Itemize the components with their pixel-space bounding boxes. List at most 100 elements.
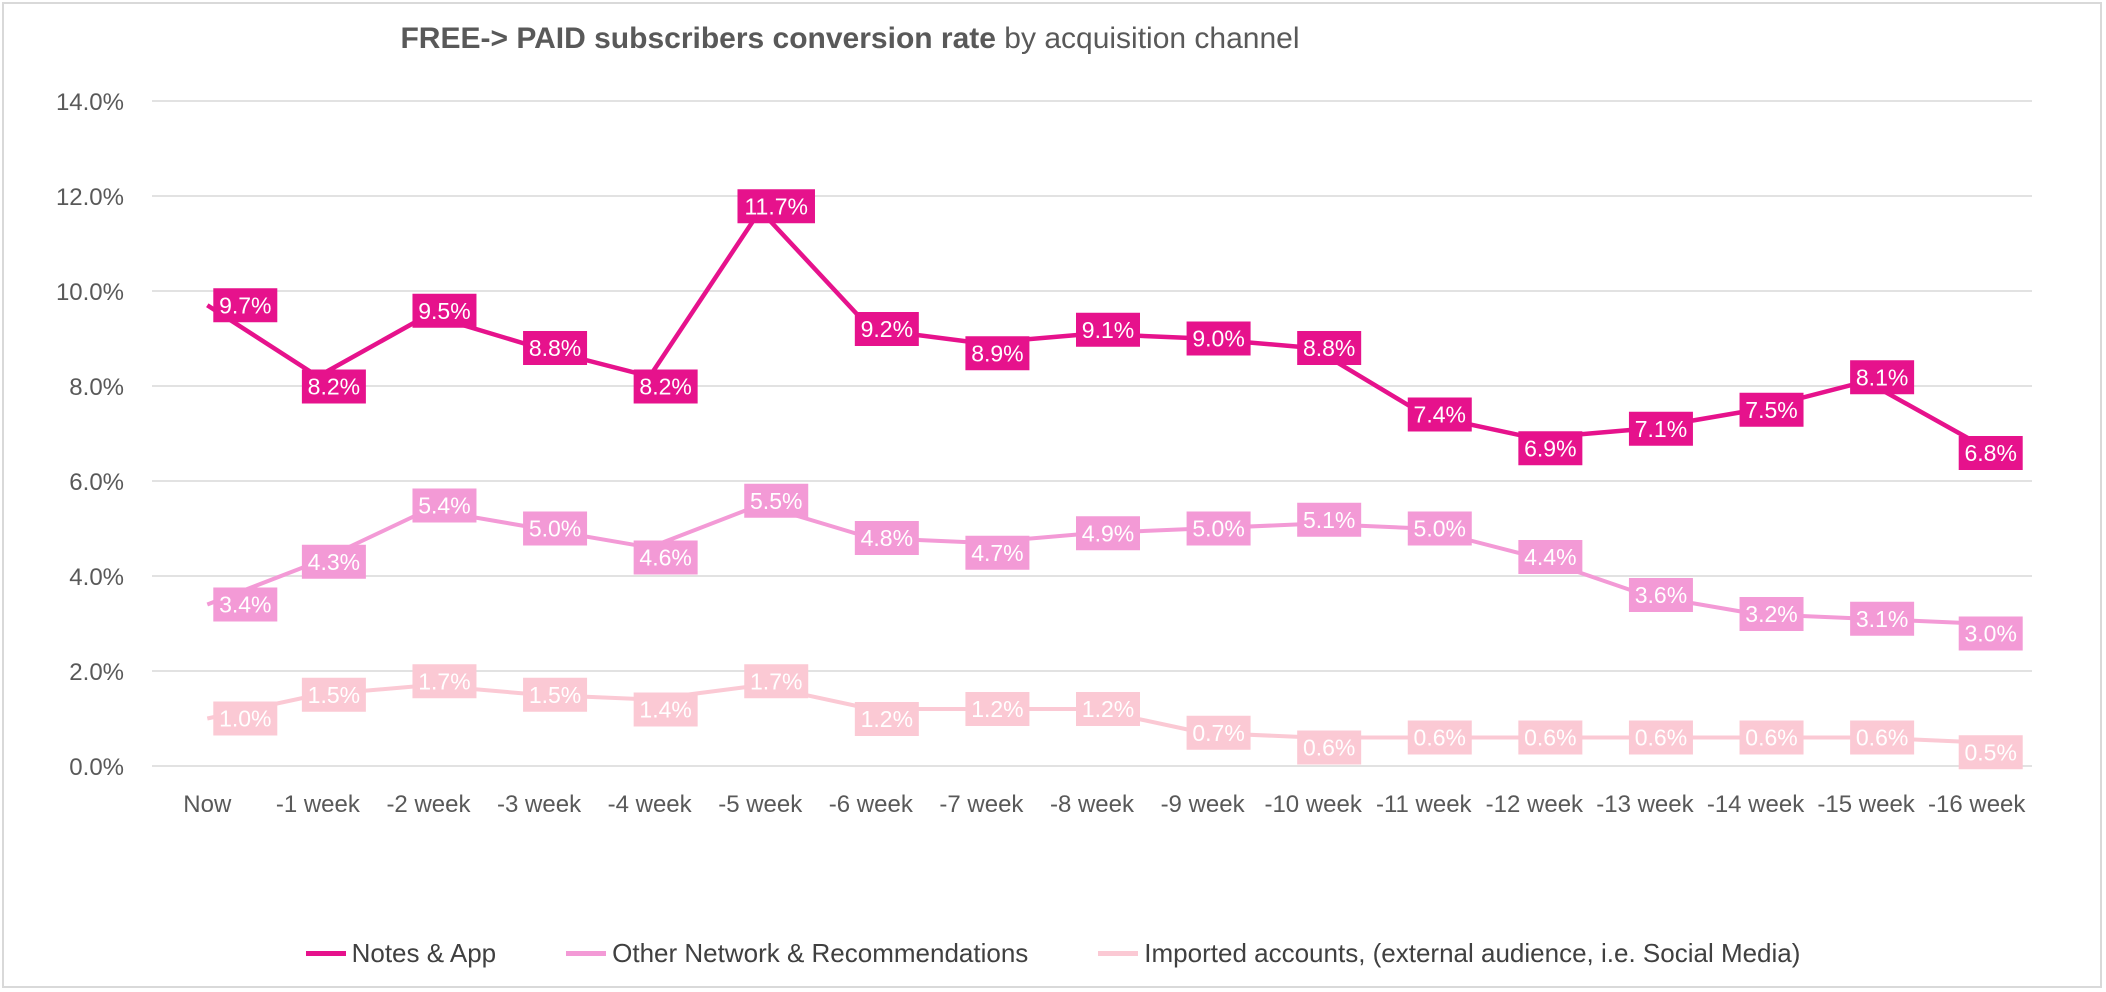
data-label-text: 8.2%: [308, 374, 360, 400]
data-label-notes-app: 7.5%: [1739, 392, 1804, 427]
data-label-box: [854, 521, 919, 555]
y-tick-label: 10.0%: [56, 279, 124, 306]
data-label-imported-accounts: 1.2%: [965, 692, 1030, 726]
data-label-imported-accounts: 1.7%: [744, 664, 809, 699]
x-tick-label: -9 week: [1161, 791, 1246, 818]
x-axis: Now -1 week -2 week -3 week -4 week -5 week -6…: [183, 791, 2026, 818]
data-label-other-network: 4.6%: [633, 540, 698, 575]
data-label-text: 1.2%: [861, 706, 913, 732]
data-label-box: [1076, 516, 1140, 551]
data-label-box: [1297, 502, 1362, 537]
data-label-text: 1.7%: [418, 668, 470, 694]
data-label-text: 9.2%: [861, 316, 913, 342]
data-label-box: [301, 544, 366, 579]
data-label-box: [1958, 436, 2023, 470]
data-label-box: [1297, 730, 1362, 765]
data-label-box: [1297, 331, 1362, 365]
data-label-imported-accounts: 0.6%: [1850, 720, 1915, 755]
data-label-text: 6.9%: [1524, 435, 1576, 461]
y-tick-label: 12.0%: [56, 184, 124, 211]
data-label-text: 3.2%: [1745, 601, 1797, 627]
chart-title: FREE-> PAID subscribers conversion rate …: [0, 22, 1700, 56]
data-label-other-network: 4.8%: [854, 521, 919, 555]
data-label-imported-accounts: 1.7%: [412, 664, 477, 699]
data-label-text: 0.7%: [1192, 720, 1244, 746]
data-label-box: [1407, 397, 1472, 432]
data-label-box: [412, 664, 477, 699]
data-label-text: 5.1%: [1303, 507, 1355, 533]
data-label-box: [1186, 715, 1251, 750]
data-label-box: [633, 369, 698, 404]
data-label-text: 3.0%: [1964, 621, 2016, 647]
data-label-notes-app: 6.8%: [1958, 436, 2023, 470]
data-label-notes-app: 9.2%: [854, 312, 919, 346]
data-label-box: [737, 189, 815, 224]
data-label-box: [965, 336, 1030, 371]
data-label-notes-app: 6.9%: [1518, 431, 1583, 466]
data-label-notes-app: 8.2%: [633, 369, 698, 404]
data-label-box: [1739, 392, 1804, 427]
data-label-other-network: 5.5%: [744, 483, 809, 518]
data-label-box: [633, 692, 698, 727]
data-label-text: 7.1%: [1635, 416, 1687, 442]
data-label-other-network: 3.2%: [1739, 597, 1804, 631]
data-label-text: 8.8%: [529, 335, 581, 361]
legend-swatch-imported-accounts: [1098, 951, 1139, 956]
data-label-imported-accounts: 0.5%: [1958, 735, 2023, 770]
data-label-text: 1.2%: [971, 696, 1023, 722]
y-tick-label: 6.0%: [69, 469, 124, 496]
data-label-text: 0.6%: [1635, 725, 1687, 751]
data-label-text: 1.0%: [219, 706, 271, 732]
data-label-imported-accounts: 1.5%: [301, 677, 366, 712]
data-label-box: [744, 483, 809, 518]
legend-swatch-other-network: [566, 951, 607, 956]
data-label-box: [1958, 616, 2023, 651]
series-lines: [206, 208, 1978, 745]
data-label-text: 0.6%: [1303, 735, 1355, 761]
data-label-imported-accounts: 0.6%: [1518, 720, 1583, 755]
data-label-text: 0.6%: [1524, 725, 1576, 751]
data-label-box: [523, 331, 588, 365]
legend-item-imported-accounts[interactable]: Imported accounts, (external audience, i…: [1098, 938, 1800, 969]
data-label-box: [1076, 692, 1140, 726]
data-label-box: [965, 535, 1030, 570]
gridlines: [152, 100, 2032, 767]
data-label-box: [744, 664, 809, 699]
data-label-text: 0.6%: [1856, 725, 1908, 751]
x-tick-label: -13 week: [1596, 791, 1694, 818]
data-label-imported-accounts: 0.6%: [1297, 730, 1362, 765]
data-label-imported-accounts: 1.2%: [1076, 692, 1140, 726]
data-label-box: [854, 702, 919, 736]
legend-label-imported-accounts: Imported accounts, (external audience, i…: [1144, 938, 1801, 968]
data-label-notes-app: 9.5%: [412, 293, 477, 328]
data-label-box: [213, 701, 278, 736]
data-label-box: [633, 540, 698, 575]
data-label-box: [523, 677, 588, 712]
legend-item-notes-app[interactable]: Notes & App: [305, 938, 496, 969]
data-label-other-network: 3.0%: [1958, 616, 2023, 651]
data-label-other-network: 5.0%: [523, 511, 588, 546]
data-label-notes-app: 8.8%: [523, 331, 588, 365]
data-label-text: 9.7%: [219, 292, 271, 318]
data-label-box: [1850, 601, 1915, 636]
x-tick-label: -6 week: [829, 791, 914, 818]
data-label-text: 7.5%: [1745, 397, 1797, 423]
data-label-other-network: 5.0%: [1407, 511, 1472, 546]
data-label-box: [412, 293, 477, 328]
y-tick-label: 4.0%: [69, 564, 124, 591]
data-label-box: [1076, 312, 1140, 347]
data-label-imported-accounts: 0.6%: [1628, 720, 1693, 755]
data-label-text: 4.8%: [861, 525, 913, 551]
data-label-notes-app: 7.4%: [1407, 397, 1472, 432]
data-label-other-network: 5.4%: [412, 488, 477, 523]
data-label-other-network: 4.4%: [1518, 540, 1583, 574]
data-label-other-network: 5.1%: [1297, 502, 1362, 537]
legend-item-other-network[interactable]: Other Network & Recommendations: [566, 938, 1028, 969]
x-tick-label: -8 week: [1050, 791, 1135, 818]
data-label-other-network: 3.1%: [1850, 601, 1915, 636]
y-tick-label: 2.0%: [69, 659, 124, 686]
data-label-notes-app: 7.1%: [1628, 411, 1693, 446]
data-label-text: 4.6%: [639, 545, 691, 571]
data-label-text: 5.0%: [1414, 516, 1466, 542]
